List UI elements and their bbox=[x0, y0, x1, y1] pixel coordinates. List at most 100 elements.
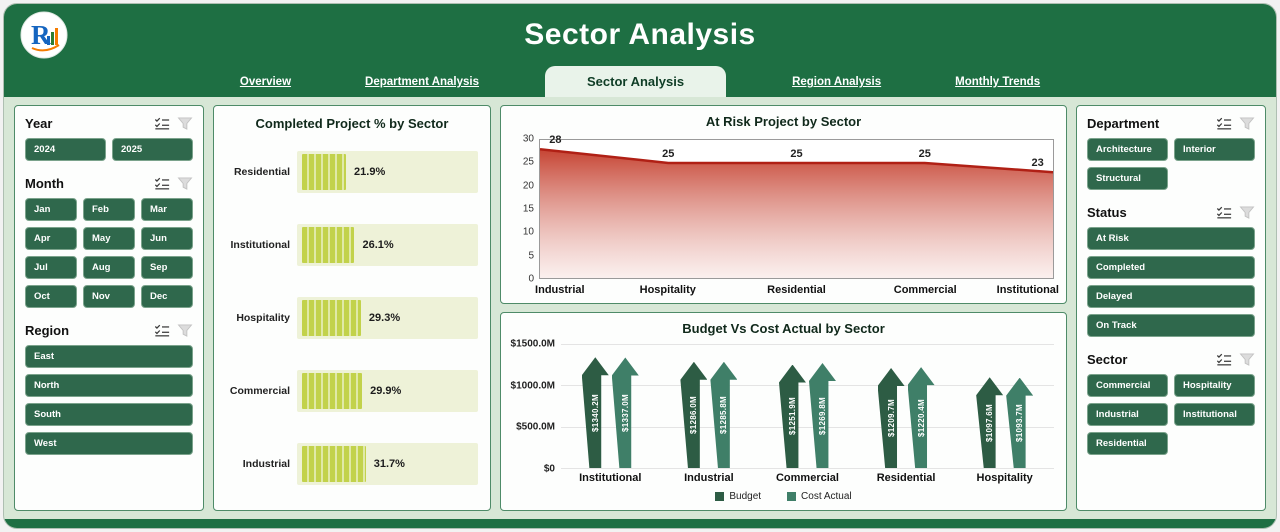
multi-select-icon[interactable] bbox=[154, 324, 170, 337]
risk-area-svg bbox=[540, 140, 1053, 278]
month-option[interactable]: Nov bbox=[83, 285, 135, 308]
status-option[interactable]: Delayed bbox=[1087, 285, 1255, 308]
year-option[interactable]: 2024 bbox=[25, 138, 106, 161]
bar-category-label: Commercial bbox=[229, 384, 290, 397]
month-option[interactable]: Jul bbox=[25, 256, 77, 279]
sector-option[interactable]: Commercial bbox=[1087, 374, 1168, 397]
month-option[interactable]: Oct bbox=[25, 285, 77, 308]
status-slicer-title: Status bbox=[1087, 205, 1127, 220]
sector-option[interactable]: Industrial bbox=[1087, 403, 1168, 426]
sector-option[interactable]: Residential bbox=[1087, 432, 1168, 455]
bar[interactable] bbox=[302, 372, 363, 409]
sector-option[interactable]: Institutional bbox=[1174, 403, 1255, 426]
legend-item[interactable]: Cost Actual bbox=[787, 491, 852, 502]
status-option[interactable]: On Track bbox=[1087, 314, 1255, 337]
clear-filter-icon[interactable] bbox=[177, 177, 193, 190]
y-tick: $1500.0M bbox=[510, 338, 555, 350]
department-option[interactable]: Interior bbox=[1174, 138, 1255, 161]
clear-filter-icon[interactable] bbox=[177, 117, 193, 130]
region-slicer-title: Region bbox=[25, 323, 70, 338]
clear-filter-icon[interactable] bbox=[1239, 206, 1255, 219]
tab-region-analysis[interactable]: Region Analysis bbox=[792, 76, 882, 88]
bar-value-label: $1093.7M bbox=[1015, 403, 1025, 442]
x-tick: Institutional bbox=[996, 284, 1059, 296]
bar-track[interactable]: 31.7% bbox=[297, 442, 478, 485]
bar-row: Institutional 26.1% bbox=[226, 214, 478, 276]
bar[interactable] bbox=[302, 299, 361, 336]
multi-select-icon[interactable] bbox=[1216, 117, 1232, 130]
month-option[interactable]: Sep bbox=[141, 256, 193, 279]
arrow-bar[interactable]: $1340.2M bbox=[581, 357, 609, 468]
tab-sector-analysis[interactable]: Sector Analysis bbox=[545, 66, 727, 97]
bar-track[interactable]: 21.9% bbox=[297, 150, 478, 193]
sector-option[interactable]: Hospitality bbox=[1174, 374, 1255, 397]
header: R Sector Analysis bbox=[4, 4, 1276, 66]
legend-item[interactable]: Budget bbox=[715, 491, 761, 502]
department-option[interactable]: Structural bbox=[1087, 167, 1168, 190]
arrow-bar[interactable]: $1097.6M bbox=[976, 377, 1004, 468]
bar-group: $1340.2M $1337.0M bbox=[561, 344, 660, 468]
arrow-bar[interactable]: $1286.0M bbox=[680, 361, 708, 468]
completed-project-panel: Completed Project % by Sector Residentia… bbox=[213, 105, 491, 511]
bar-track[interactable]: 29.9% bbox=[297, 369, 478, 412]
month-option[interactable]: Feb bbox=[83, 198, 135, 221]
clear-filter-icon[interactable] bbox=[1239, 117, 1255, 130]
month-option[interactable]: Jan bbox=[25, 198, 77, 221]
status-option[interactable]: At Risk bbox=[1087, 227, 1255, 250]
bar-track[interactable]: 29.3% bbox=[297, 296, 478, 339]
month-option[interactable]: May bbox=[83, 227, 135, 250]
region-option[interactable]: South bbox=[25, 403, 193, 426]
bar[interactable] bbox=[302, 226, 355, 263]
month-option[interactable]: Apr bbox=[25, 227, 77, 250]
bar[interactable] bbox=[302, 445, 366, 482]
region-option[interactable]: West bbox=[25, 432, 193, 455]
arrow-bar[interactable]: $1285.8M bbox=[710, 361, 738, 468]
bar-track[interactable]: 26.1% bbox=[297, 223, 478, 266]
multi-select-icon[interactable] bbox=[154, 177, 170, 190]
tab-overview[interactable]: Overview bbox=[239, 76, 292, 88]
arrow-bar[interactable]: $1269.8M bbox=[808, 363, 836, 468]
x-tick: Industrial bbox=[535, 284, 585, 296]
region-option[interactable]: East bbox=[25, 345, 193, 368]
y-tick: 25 bbox=[522, 156, 534, 168]
app-logo-icon: R bbox=[20, 11, 68, 59]
arrow-bar[interactable]: $1220.4M bbox=[907, 367, 935, 468]
multi-select-icon[interactable] bbox=[154, 117, 170, 130]
budget-x-labels: Institutional Industrial Commercial Residen… bbox=[561, 469, 1054, 486]
tab-monthly-trends[interactable]: Monthly Trends bbox=[955, 76, 1041, 88]
bar[interactable] bbox=[302, 153, 347, 190]
region-option[interactable]: North bbox=[25, 374, 193, 397]
arrow-bar[interactable]: $1251.9M bbox=[778, 364, 806, 468]
arrow-bar[interactable]: $1209.7M bbox=[877, 368, 905, 468]
arrow-bar[interactable]: $1093.7M bbox=[1006, 377, 1034, 468]
legend-swatch bbox=[715, 491, 725, 501]
month-option[interactable]: Dec bbox=[141, 285, 193, 308]
arrow-bar[interactable]: $1337.0M bbox=[611, 357, 639, 468]
year-slicer: Year 2024 2025 bbox=[25, 112, 193, 161]
budget-panel: Budget Vs Cost Actual by Sector $0 $500.0… bbox=[500, 312, 1067, 511]
status-option[interactable]: Completed bbox=[1087, 256, 1255, 279]
sector-options: Commercial Hospitality Industrial Instituti… bbox=[1087, 374, 1255, 455]
region-slicer-header: Region bbox=[25, 323, 193, 338]
department-slicer-header: Department bbox=[1087, 116, 1255, 131]
multi-select-icon[interactable] bbox=[1216, 206, 1232, 219]
multi-select-icon[interactable] bbox=[1216, 353, 1232, 366]
gridline bbox=[561, 426, 1054, 428]
month-option[interactable]: Jun bbox=[141, 227, 193, 250]
risk-plot[interactable]: 28 25 25 25 23 bbox=[539, 134, 1054, 279]
clear-filter-icon[interactable] bbox=[177, 324, 193, 337]
status-slicer-header: Status bbox=[1087, 205, 1255, 220]
at-risk-chart-body: 0 5 10 15 20 25 30 28 25 25 25 23 bbox=[513, 134, 1054, 285]
bar-group: $1097.6M $1093.7M bbox=[955, 344, 1054, 468]
month-slicer-title: Month bbox=[25, 176, 64, 191]
tab-department-analysis[interactable]: Department Analysis bbox=[365, 76, 480, 88]
bar-category-label: Institutional bbox=[230, 238, 291, 251]
y-tick: $1000.0M bbox=[510, 380, 555, 392]
clear-filter-icon[interactable] bbox=[1239, 353, 1255, 366]
year-option[interactable]: 2025 bbox=[112, 138, 193, 161]
data-label: 25 bbox=[918, 148, 931, 160]
department-option[interactable]: Architecture bbox=[1087, 138, 1168, 161]
budget-groups: $1340.2M $1337.0M $1286.0M $1285.8M $1251.9M… bbox=[561, 344, 1054, 468]
month-option[interactable]: Mar bbox=[141, 198, 193, 221]
month-option[interactable]: Aug bbox=[83, 256, 135, 279]
